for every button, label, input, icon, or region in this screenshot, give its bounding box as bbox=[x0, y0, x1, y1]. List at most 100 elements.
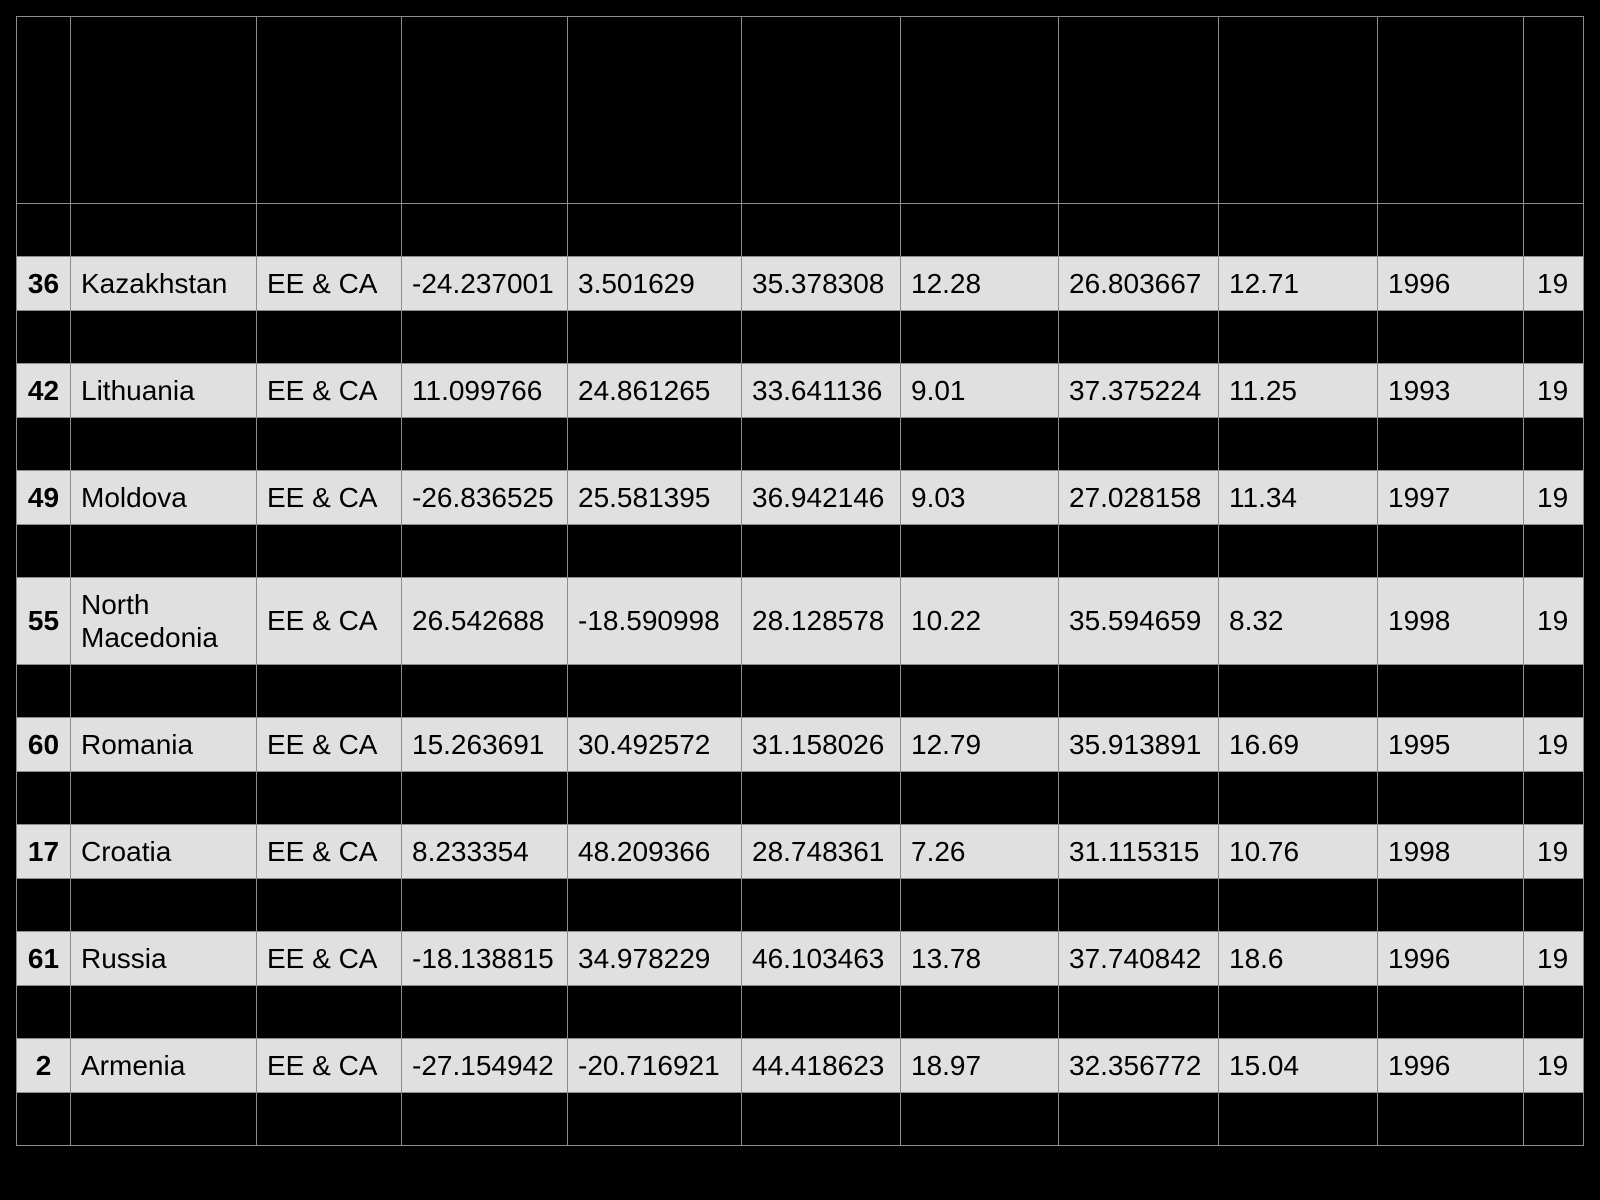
row-index: 36 bbox=[16, 256, 71, 311]
empty-cell bbox=[256, 878, 402, 932]
empty-cell bbox=[70, 1092, 257, 1146]
table-row: 42 Lithuania EE & CA 11.099766 24.861265 33.6… bbox=[16, 363, 1584, 418]
spacer-row bbox=[16, 664, 1584, 718]
spacer-row bbox=[16, 524, 1584, 578]
row-index: 55 bbox=[16, 577, 71, 665]
value-cell: 11.099766 bbox=[401, 363, 568, 418]
header-cell bbox=[16, 16, 71, 204]
empty-cell bbox=[741, 203, 901, 257]
value-cell: 13.78 bbox=[900, 931, 1059, 986]
empty-cell bbox=[900, 310, 1059, 364]
empty-cell bbox=[401, 417, 568, 471]
row-index: 60 bbox=[16, 717, 71, 772]
year-cell: 1996 bbox=[1377, 1038, 1524, 1093]
value-cell: 35.913891 bbox=[1058, 717, 1219, 772]
empty-cell bbox=[1218, 203, 1378, 257]
value-cell: 36.942146 bbox=[741, 470, 901, 525]
empty-cell bbox=[16, 417, 71, 471]
empty-cell bbox=[567, 1092, 742, 1146]
empty-cell bbox=[741, 664, 901, 718]
value-cell: 44.418623 bbox=[741, 1038, 901, 1093]
value-cell: -24.237001 bbox=[401, 256, 568, 311]
region-cell: EE & CA bbox=[256, 470, 402, 525]
empty-cell bbox=[16, 1092, 71, 1146]
value-cell: -20.716921 bbox=[567, 1038, 742, 1093]
table-row: 60 Romania EE & CA 15.263691 30.492572 31.158… bbox=[16, 717, 1584, 772]
empty-cell bbox=[256, 664, 402, 718]
value-cell: 33.641136 bbox=[741, 363, 901, 418]
empty-cell bbox=[567, 310, 742, 364]
empty-cell bbox=[900, 664, 1059, 718]
value-cell: 11.34 bbox=[1218, 470, 1378, 525]
year-cell: 1995 bbox=[1377, 717, 1524, 772]
value-cell: 37.375224 bbox=[1058, 363, 1219, 418]
empty-cell bbox=[741, 771, 901, 825]
year-cell: 1998 bbox=[1377, 824, 1524, 879]
country-cell: Russia bbox=[70, 931, 257, 986]
empty-cell bbox=[1377, 524, 1524, 578]
value-cell: 16.69 bbox=[1218, 717, 1378, 772]
empty-cell bbox=[1523, 664, 1584, 718]
year-cell: 1997 bbox=[1377, 470, 1524, 525]
row-index: 42 bbox=[16, 363, 71, 418]
empty-cell bbox=[1218, 664, 1378, 718]
empty-cell bbox=[567, 524, 742, 578]
country-cell: Romania bbox=[70, 717, 257, 772]
value-cell: -18.590998 bbox=[567, 577, 742, 665]
header-cell bbox=[1218, 16, 1378, 204]
empty-cell bbox=[70, 310, 257, 364]
empty-cell bbox=[1218, 985, 1378, 1039]
spacer-row bbox=[16, 771, 1584, 825]
value-cell: 8.233354 bbox=[401, 824, 568, 879]
spacer-row bbox=[16, 417, 1584, 471]
spacer-row bbox=[16, 878, 1584, 932]
empty-cell bbox=[900, 1092, 1059, 1146]
value-cell: 11.25 bbox=[1218, 363, 1378, 418]
empty-cell bbox=[70, 878, 257, 932]
value-cell: 9.01 bbox=[900, 363, 1059, 418]
empty-cell bbox=[1523, 1092, 1584, 1146]
value-cell: 46.103463 bbox=[741, 931, 901, 986]
country-cell: Kazakhstan bbox=[70, 256, 257, 311]
country-cell: Croatia bbox=[70, 824, 257, 879]
empty-cell bbox=[567, 878, 742, 932]
spacer-row bbox=[16, 985, 1584, 1039]
year-cell: 1993 bbox=[1377, 363, 1524, 418]
empty-cell bbox=[1523, 878, 1584, 932]
year-cell: 19 bbox=[1523, 363, 1584, 418]
empty-cell bbox=[900, 524, 1059, 578]
empty-cell bbox=[70, 771, 257, 825]
data-table: 36 Kazakhstan EE & CA -24.237001 3.501629 35.… bbox=[16, 16, 1584, 1146]
empty-cell bbox=[401, 985, 568, 1039]
value-cell: -18.138815 bbox=[401, 931, 568, 986]
empty-cell bbox=[70, 524, 257, 578]
value-cell: 12.71 bbox=[1218, 256, 1378, 311]
value-cell: 26.803667 bbox=[1058, 256, 1219, 311]
empty-cell bbox=[1523, 310, 1584, 364]
empty-cell bbox=[16, 524, 71, 578]
empty-cell bbox=[401, 771, 568, 825]
empty-cell bbox=[900, 985, 1059, 1039]
empty-cell bbox=[256, 1092, 402, 1146]
value-cell: -26.836525 bbox=[401, 470, 568, 525]
empty-cell bbox=[1377, 203, 1524, 257]
empty-cell bbox=[900, 417, 1059, 471]
empty-cell bbox=[1377, 664, 1524, 718]
region-cell: EE & CA bbox=[256, 824, 402, 879]
table-row: 36 Kazakhstan EE & CA -24.237001 3.501629 35.… bbox=[16, 256, 1584, 311]
empty-cell bbox=[401, 310, 568, 364]
year-cell: 19 bbox=[1523, 470, 1584, 525]
value-cell: 10.22 bbox=[900, 577, 1059, 665]
empty-cell bbox=[256, 310, 402, 364]
spacer-row bbox=[16, 1092, 1584, 1146]
row-index: 61 bbox=[16, 931, 71, 986]
empty-cell bbox=[1218, 771, 1378, 825]
empty-cell bbox=[1377, 878, 1524, 932]
region-cell: EE & CA bbox=[256, 577, 402, 665]
year-cell: 19 bbox=[1523, 256, 1584, 311]
empty-cell bbox=[567, 203, 742, 257]
value-cell: 12.79 bbox=[900, 717, 1059, 772]
empty-cell bbox=[1058, 771, 1219, 825]
value-cell: 8.32 bbox=[1218, 577, 1378, 665]
empty-cell bbox=[1377, 310, 1524, 364]
